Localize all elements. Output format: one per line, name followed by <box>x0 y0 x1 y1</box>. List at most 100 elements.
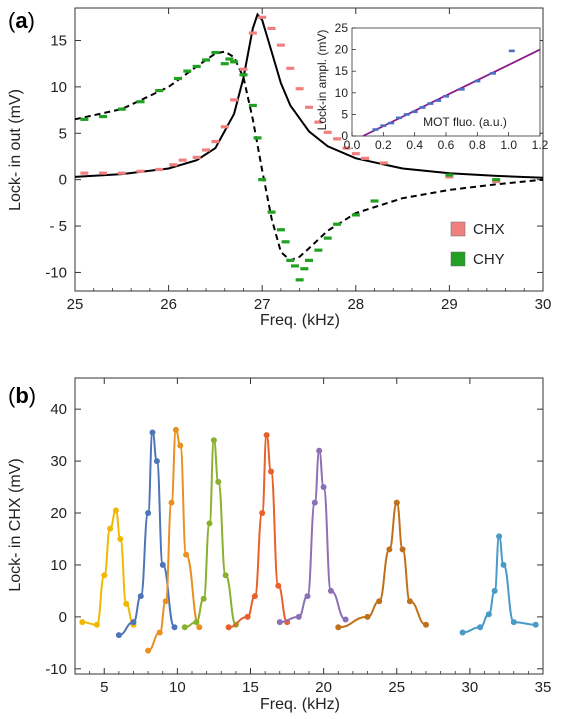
y-tick-label: 20 <box>50 505 67 522</box>
resonance-curve <box>184 439 237 629</box>
inset-frame <box>351 27 541 137</box>
resonance-point <box>386 546 393 553</box>
resonance-point <box>123 600 130 607</box>
resonance-point <box>200 595 207 602</box>
point-chx <box>492 179 501 184</box>
point-chx <box>192 155 201 159</box>
point-chx <box>248 31 257 35</box>
point-chy <box>333 222 342 226</box>
resonance-point <box>335 624 342 631</box>
point-chy <box>80 117 89 121</box>
inset-y-tick-label: 20 <box>335 43 349 57</box>
resonance-point <box>259 510 266 516</box>
resonance-point <box>295 613 302 620</box>
resonance-point <box>320 484 327 491</box>
resonance-curve <box>338 501 427 629</box>
point-chy <box>300 267 309 271</box>
x-tick-label: 27 <box>254 296 271 313</box>
point-chx <box>276 43 285 47</box>
point-chy <box>183 69 192 73</box>
resonance-point <box>342 616 349 623</box>
resonance-point <box>156 629 163 636</box>
x-tick-label: 30 <box>462 679 479 696</box>
resonance-point <box>149 429 156 436</box>
x-tick-label: 26 <box>160 296 177 313</box>
point-chy <box>351 213 360 217</box>
point-chy <box>290 264 299 268</box>
inset-point <box>435 99 442 102</box>
point-chx <box>286 66 295 70</box>
resonance-point <box>459 629 466 636</box>
point-chy <box>211 50 220 55</box>
inset-x-tick-label: 0.6 <box>438 138 455 152</box>
panel-b-ylabel: Lock- in CHX (mV) <box>7 458 24 591</box>
point-chy <box>295 278 304 282</box>
resonance-point <box>393 499 400 506</box>
y-tick-label: 10 <box>50 79 67 96</box>
resonance-point <box>101 572 108 579</box>
y-tick-label: -10 <box>45 264 67 281</box>
inset-point <box>388 121 395 125</box>
inset-y-tick-label: 10 <box>335 86 349 100</box>
point-chy <box>230 60 239 64</box>
inset-ylabel: Lock-in ampl. (mV) <box>315 30 329 131</box>
point-chy <box>220 62 229 66</box>
resonance-point <box>276 619 283 626</box>
resonance-curve <box>228 434 289 629</box>
x-tick-label: 25 <box>388 679 405 696</box>
inset-y-tick-label: 0 <box>341 129 348 143</box>
point-chx <box>155 167 164 172</box>
legend-chy-swatch <box>450 251 466 267</box>
resonance-point <box>168 499 175 506</box>
resonance-point <box>304 593 311 600</box>
inset-point <box>403 113 410 116</box>
resonance-point <box>172 426 179 433</box>
point-chy <box>136 100 145 104</box>
resonance-point <box>206 520 213 527</box>
point-chy <box>99 114 108 119</box>
point-chx <box>361 156 370 160</box>
resonance-curve <box>279 449 347 624</box>
resonance-point <box>399 546 406 553</box>
resonance-point <box>79 619 86 626</box>
resonance-curve <box>462 535 536 634</box>
resonance-point <box>162 598 169 605</box>
point-chx <box>295 87 304 91</box>
point-chy <box>276 228 285 232</box>
panel-b-ticks: 5 10 15 20 25 30 35 -10 0 10 20 30 40 <box>45 378 551 696</box>
point-chx <box>379 161 388 165</box>
point-chy <box>492 178 501 182</box>
point-chy <box>155 88 164 93</box>
resonance-point <box>311 499 318 506</box>
resonance-point <box>107 525 114 532</box>
legend-chx-swatch <box>450 221 466 237</box>
y-tick-label: 15 <box>50 32 67 49</box>
point-chx <box>136 169 145 173</box>
resonance-point <box>510 619 517 626</box>
point-chx <box>80 171 89 175</box>
point-chx <box>230 98 239 102</box>
inset-y-tick-label: 25 <box>335 21 349 35</box>
point-chx <box>305 105 313 109</box>
point-chx <box>314 120 323 124</box>
inset-point <box>443 94 449 98</box>
resonance-point <box>117 536 124 542</box>
panel-a-frame <box>74 7 544 292</box>
resonance-point <box>153 458 160 465</box>
resonance-point <box>423 621 429 628</box>
inset-marks <box>362 48 541 137</box>
point-chx <box>342 146 351 150</box>
resonance-point <box>263 432 270 439</box>
inset-x-tick-label: 0.8 <box>469 138 486 152</box>
panel-b-label: (b) <box>8 383 36 408</box>
x-tick-label: 5 <box>100 679 108 696</box>
resonance-point <box>485 611 492 618</box>
inset-x-tick-label: 1.0 <box>500 138 517 152</box>
resonance-point <box>183 551 190 558</box>
inset-point <box>474 79 481 83</box>
point-chx <box>351 152 360 156</box>
y-tick-label: 40 <box>50 401 67 418</box>
inset-point <box>458 88 465 91</box>
point-chy <box>267 210 276 214</box>
